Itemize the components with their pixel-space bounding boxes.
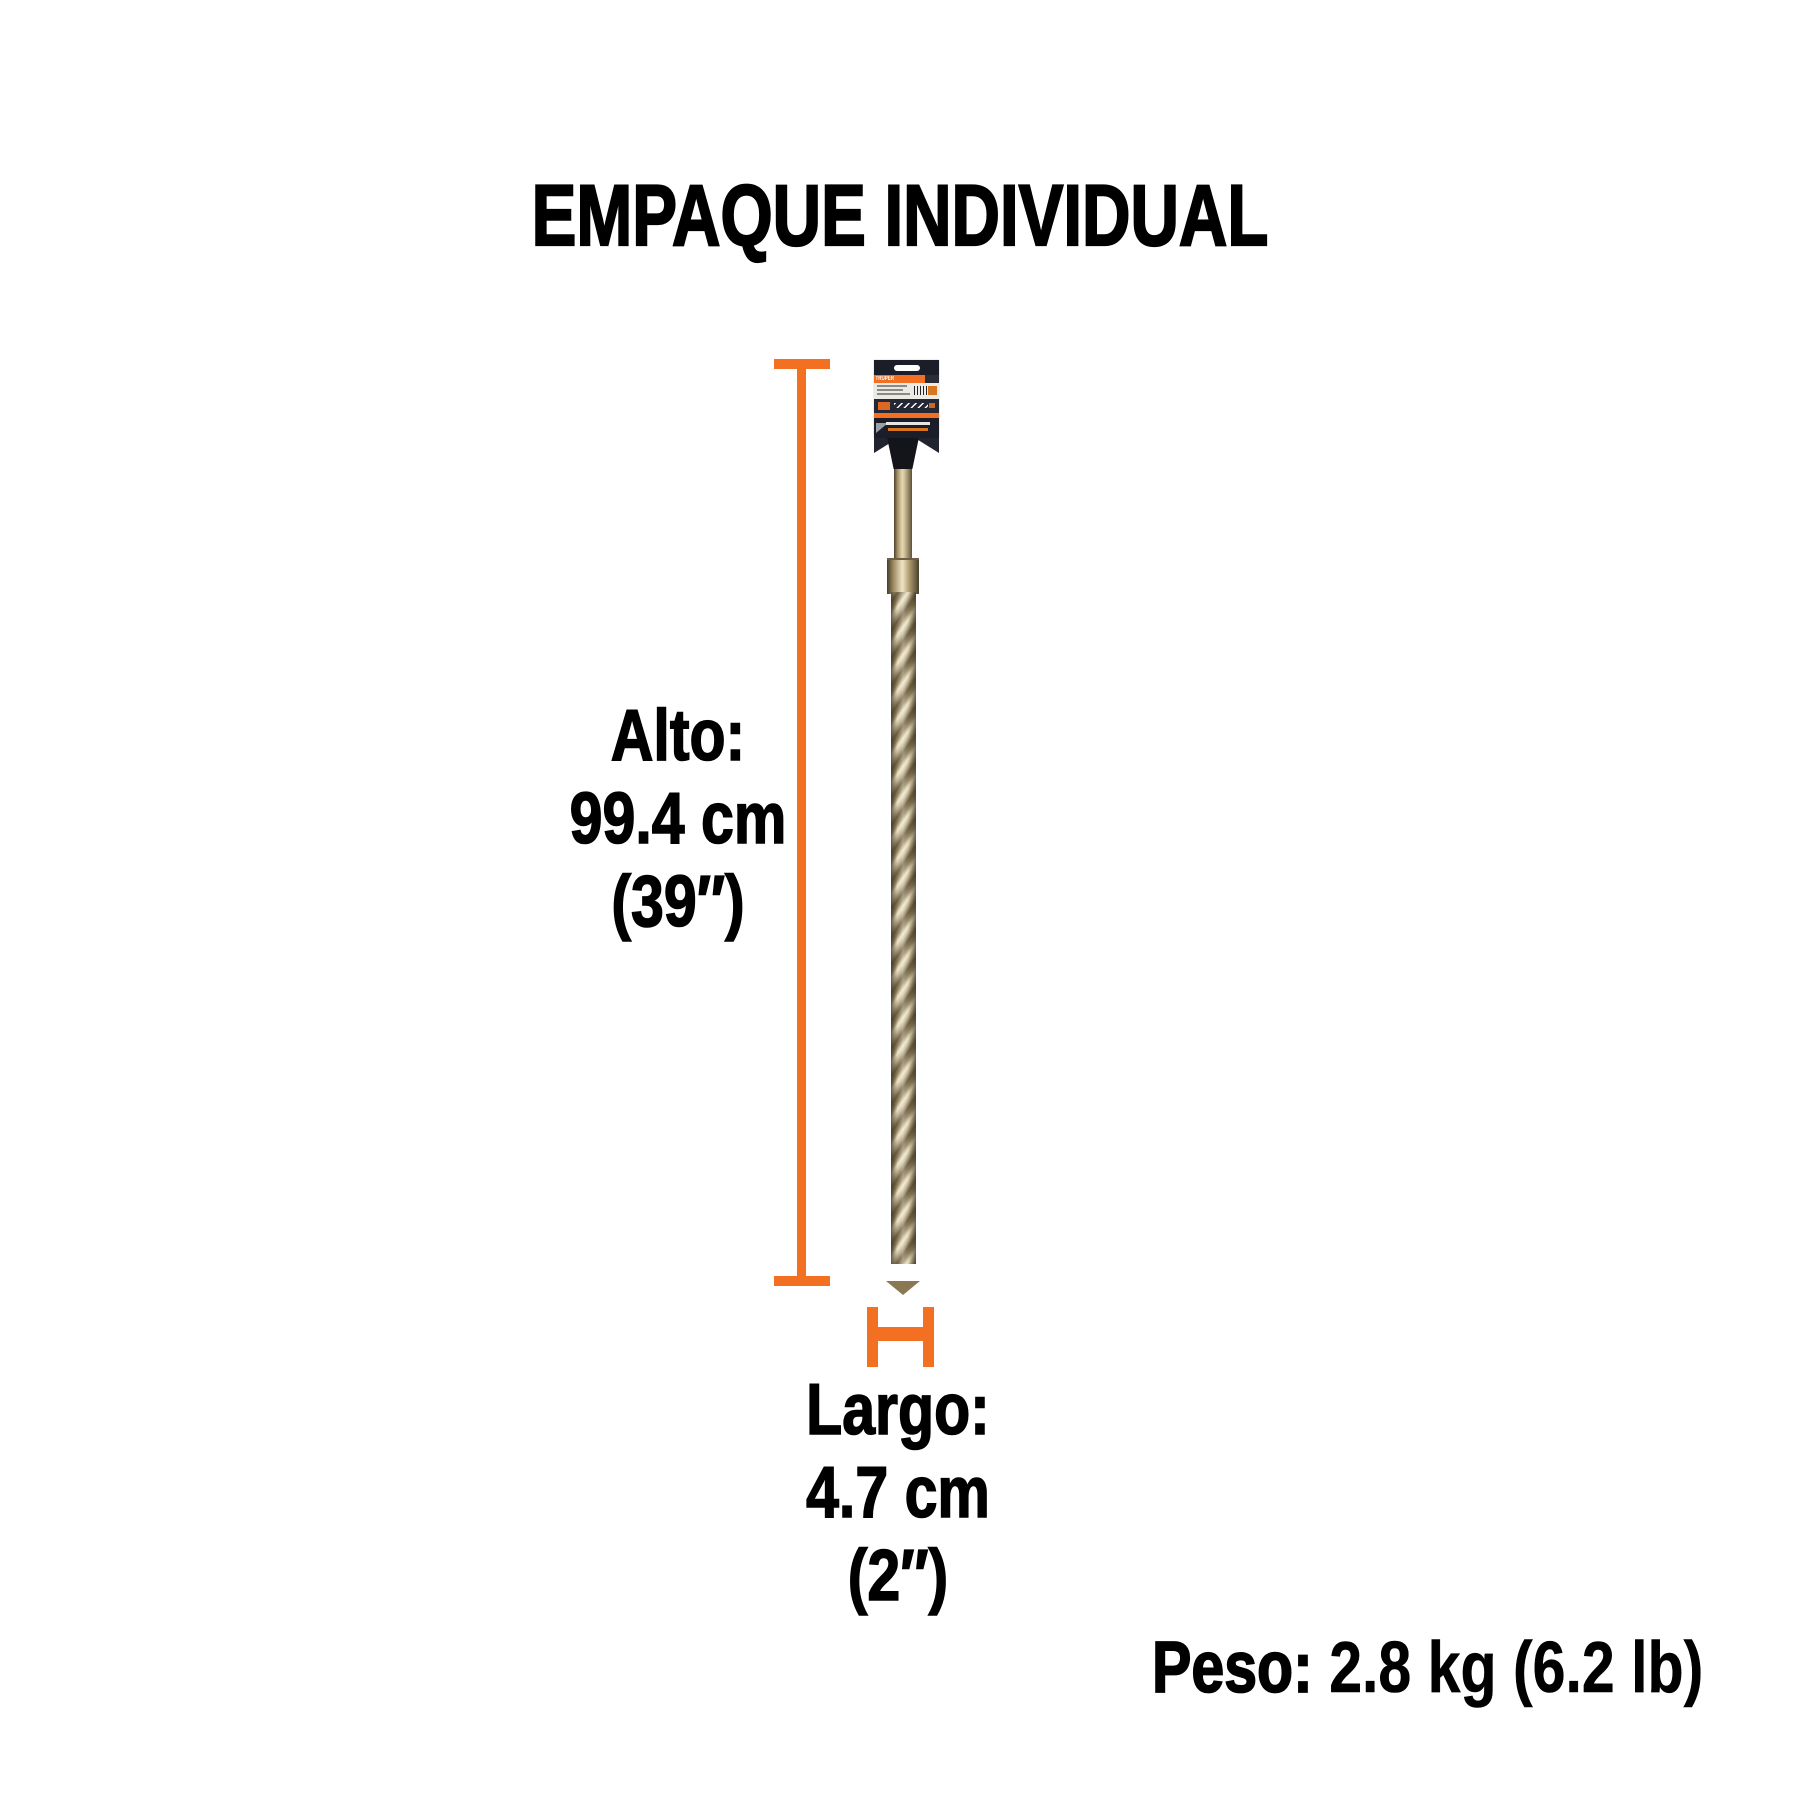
weight-label: Peso:: [1151, 1627, 1313, 1709]
card-label-area: [874, 383, 939, 399]
card-orange-banner: [874, 413, 939, 418]
product-code-box: [925, 375, 939, 383]
height-dimension-cap-bottom: [774, 1276, 830, 1286]
height-value-metric: 99.4 cm: [569, 778, 787, 860]
width-measurement: Largo: 4.7 cm (2″): [750, 1369, 1045, 1618]
label-text-line: [877, 393, 910, 395]
height-label: Alto:: [610, 695, 746, 777]
height-value-imperial: (39″): [611, 861, 746, 943]
barcode-icon: [914, 386, 927, 395]
brand-bar: TRUPER: [874, 375, 939, 383]
label-text-line: [877, 389, 903, 391]
card-hang-strip: [874, 360, 939, 375]
info-text-line: [886, 422, 930, 425]
page-title: EMPAQUE INDIVIDUAL: [531, 167, 1269, 265]
thread-graphic: [894, 403, 928, 408]
label-text-line: [877, 385, 907, 387]
card-spec-area: [874, 399, 939, 413]
width-value-metric: 4.7 cm: [805, 1452, 990, 1534]
spec-mark: [929, 403, 935, 408]
info-text-line: [888, 428, 928, 431]
card-info-area: [874, 418, 939, 438]
card-bottom-wing-right: [915, 438, 939, 453]
weight-measurement: Peso: 2.8 kg (6.2 lb): [1151, 1627, 1704, 1710]
width-dimension-line: [867, 1327, 934, 1341]
card-clip-collar: [887, 438, 919, 469]
drill-bit-flutes: [891, 592, 916, 1264]
width-value-imperial: (2″): [847, 1535, 949, 1617]
label-orange-badge: [928, 386, 937, 395]
drill-bit-shank: [894, 458, 912, 558]
rotary-hammer-icon: [876, 423, 888, 433]
bit-size-mark: [878, 402, 890, 410]
width-dimension-cap-right: [923, 1307, 934, 1367]
height-measurement: Alto: 99.4 cm (39″): [530, 695, 825, 944]
brand-logo: TRUPER: [875, 376, 895, 382]
drill-bit-tip: [886, 1281, 920, 1295]
hang-hole-icon: [893, 364, 920, 371]
package-card: TRUPER: [874, 360, 939, 438]
width-label: Largo:: [806, 1369, 991, 1451]
drill-bit-collar: [887, 558, 919, 594]
drill-bit-carbide-head: [886, 1262, 920, 1282]
height-dimension-line: [797, 363, 806, 1282]
weight-value: 2.8 kg (6.2 lb): [1312, 1628, 1704, 1709]
